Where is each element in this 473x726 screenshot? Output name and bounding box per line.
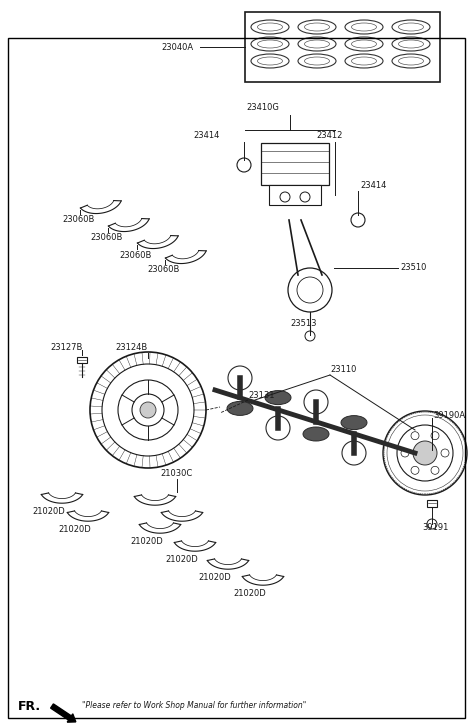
Circle shape xyxy=(411,466,419,474)
Ellipse shape xyxy=(341,415,367,430)
Text: 23060B: 23060B xyxy=(147,266,179,274)
Circle shape xyxy=(132,394,164,426)
Text: 23127B: 23127B xyxy=(50,343,82,353)
Text: 23110: 23110 xyxy=(330,365,356,375)
Text: 23060B: 23060B xyxy=(119,250,151,259)
Text: 39190A: 39190A xyxy=(433,410,465,420)
Circle shape xyxy=(305,331,315,341)
Circle shape xyxy=(411,432,419,440)
Text: 21020D: 21020D xyxy=(233,590,266,598)
Circle shape xyxy=(397,425,453,481)
Circle shape xyxy=(431,432,439,440)
Circle shape xyxy=(140,402,156,418)
Circle shape xyxy=(405,443,425,463)
Text: 23414: 23414 xyxy=(193,131,220,141)
Circle shape xyxy=(300,192,310,202)
Circle shape xyxy=(413,441,437,465)
Text: 23412: 23412 xyxy=(316,131,342,141)
Circle shape xyxy=(397,435,433,471)
Text: "Please refer to Work Shop Manual for further information": "Please refer to Work Shop Manual for fu… xyxy=(82,701,306,711)
Circle shape xyxy=(102,364,194,456)
Text: 21020D: 21020D xyxy=(165,555,198,565)
Ellipse shape xyxy=(227,401,253,415)
Text: 39191: 39191 xyxy=(422,523,448,532)
Circle shape xyxy=(441,449,449,457)
Text: 23124B: 23124B xyxy=(115,343,147,353)
Ellipse shape xyxy=(298,20,336,34)
Text: FR.: FR. xyxy=(18,699,41,712)
Circle shape xyxy=(401,449,409,457)
Text: 23414: 23414 xyxy=(360,181,386,189)
Circle shape xyxy=(383,411,467,495)
Circle shape xyxy=(431,466,439,474)
Bar xyxy=(261,143,329,185)
Ellipse shape xyxy=(251,54,289,68)
Ellipse shape xyxy=(251,37,289,51)
Ellipse shape xyxy=(392,54,430,68)
Circle shape xyxy=(266,416,290,440)
Circle shape xyxy=(427,519,437,529)
Ellipse shape xyxy=(298,54,336,68)
FancyArrow shape xyxy=(51,704,76,722)
Circle shape xyxy=(288,268,332,312)
Ellipse shape xyxy=(345,20,383,34)
Text: 23513: 23513 xyxy=(290,319,316,327)
Circle shape xyxy=(237,158,251,172)
Circle shape xyxy=(280,192,290,202)
Circle shape xyxy=(228,366,252,390)
Circle shape xyxy=(118,380,178,440)
Bar xyxy=(269,185,321,205)
Circle shape xyxy=(90,352,206,468)
Ellipse shape xyxy=(251,20,289,34)
Ellipse shape xyxy=(265,391,291,404)
Text: 23131: 23131 xyxy=(248,391,274,399)
Bar xyxy=(245,12,440,82)
Ellipse shape xyxy=(392,37,430,51)
Text: 21030C: 21030C xyxy=(160,468,192,478)
Circle shape xyxy=(304,390,328,414)
Text: 23060B: 23060B xyxy=(62,216,95,224)
Text: 21020D: 21020D xyxy=(32,507,65,516)
Bar xyxy=(427,500,437,507)
Text: 21020D: 21020D xyxy=(198,574,231,582)
Text: 23410G: 23410G xyxy=(246,104,280,113)
Ellipse shape xyxy=(303,427,329,441)
Text: 23060B: 23060B xyxy=(90,234,123,242)
Text: 21020D: 21020D xyxy=(58,526,91,534)
Text: 23040A: 23040A xyxy=(162,43,194,52)
Circle shape xyxy=(342,441,366,465)
Circle shape xyxy=(351,213,365,227)
Circle shape xyxy=(297,277,323,303)
Text: 21020D: 21020D xyxy=(130,537,163,547)
Ellipse shape xyxy=(345,37,383,51)
Ellipse shape xyxy=(345,54,383,68)
Ellipse shape xyxy=(298,37,336,51)
Text: 23510: 23510 xyxy=(400,264,426,272)
Bar xyxy=(77,357,87,363)
Ellipse shape xyxy=(392,20,430,34)
